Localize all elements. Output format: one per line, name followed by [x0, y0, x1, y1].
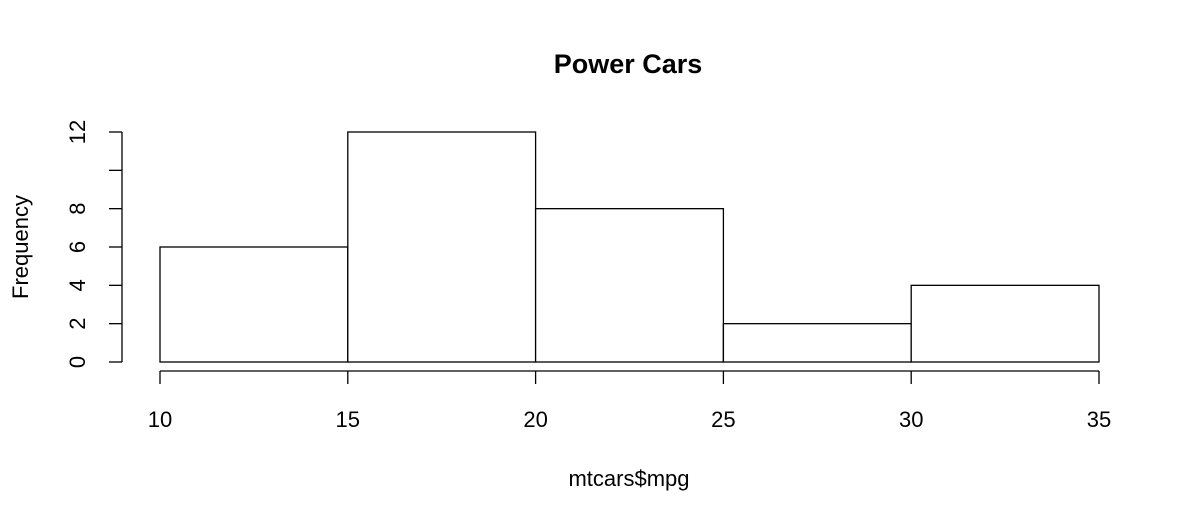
histogram-bar-3: [722, 323, 912, 363]
histogram-bar-1: [347, 131, 537, 363]
chart-title: Power Cars: [554, 49, 703, 79]
x-tick-label-1: 15: [336, 407, 360, 432]
y-tick-label-6: 12: [65, 120, 90, 144]
y-tick-label-1: 2: [65, 318, 90, 330]
histogram-bar-4: [910, 284, 1100, 363]
x-tick-label-0: 10: [148, 407, 172, 432]
bars-layer: [159, 131, 1100, 363]
y-axis: 0 2 4 6 8 12: [65, 120, 123, 368]
y-tick-label-0: 0: [65, 356, 90, 368]
x-axis: 10 15 20 25 30 35: [148, 370, 1111, 432]
y-axis-label: Frequency: [8, 195, 33, 299]
y-tick-label-2: 4: [65, 279, 90, 291]
x-axis-label: mtcars$mpg: [568, 466, 689, 491]
x-tick-label-5: 35: [1087, 407, 1111, 432]
x-tick-label-3: 25: [711, 407, 735, 432]
x-tick-label-4: 30: [899, 407, 923, 432]
y-tick-label-4: 8: [65, 203, 90, 215]
histogram-bar-2: [534, 208, 725, 363]
x-tick-label-2: 20: [523, 407, 547, 432]
histogram-bar-0: [159, 246, 349, 363]
y-tick-label-3: 6: [65, 241, 90, 253]
